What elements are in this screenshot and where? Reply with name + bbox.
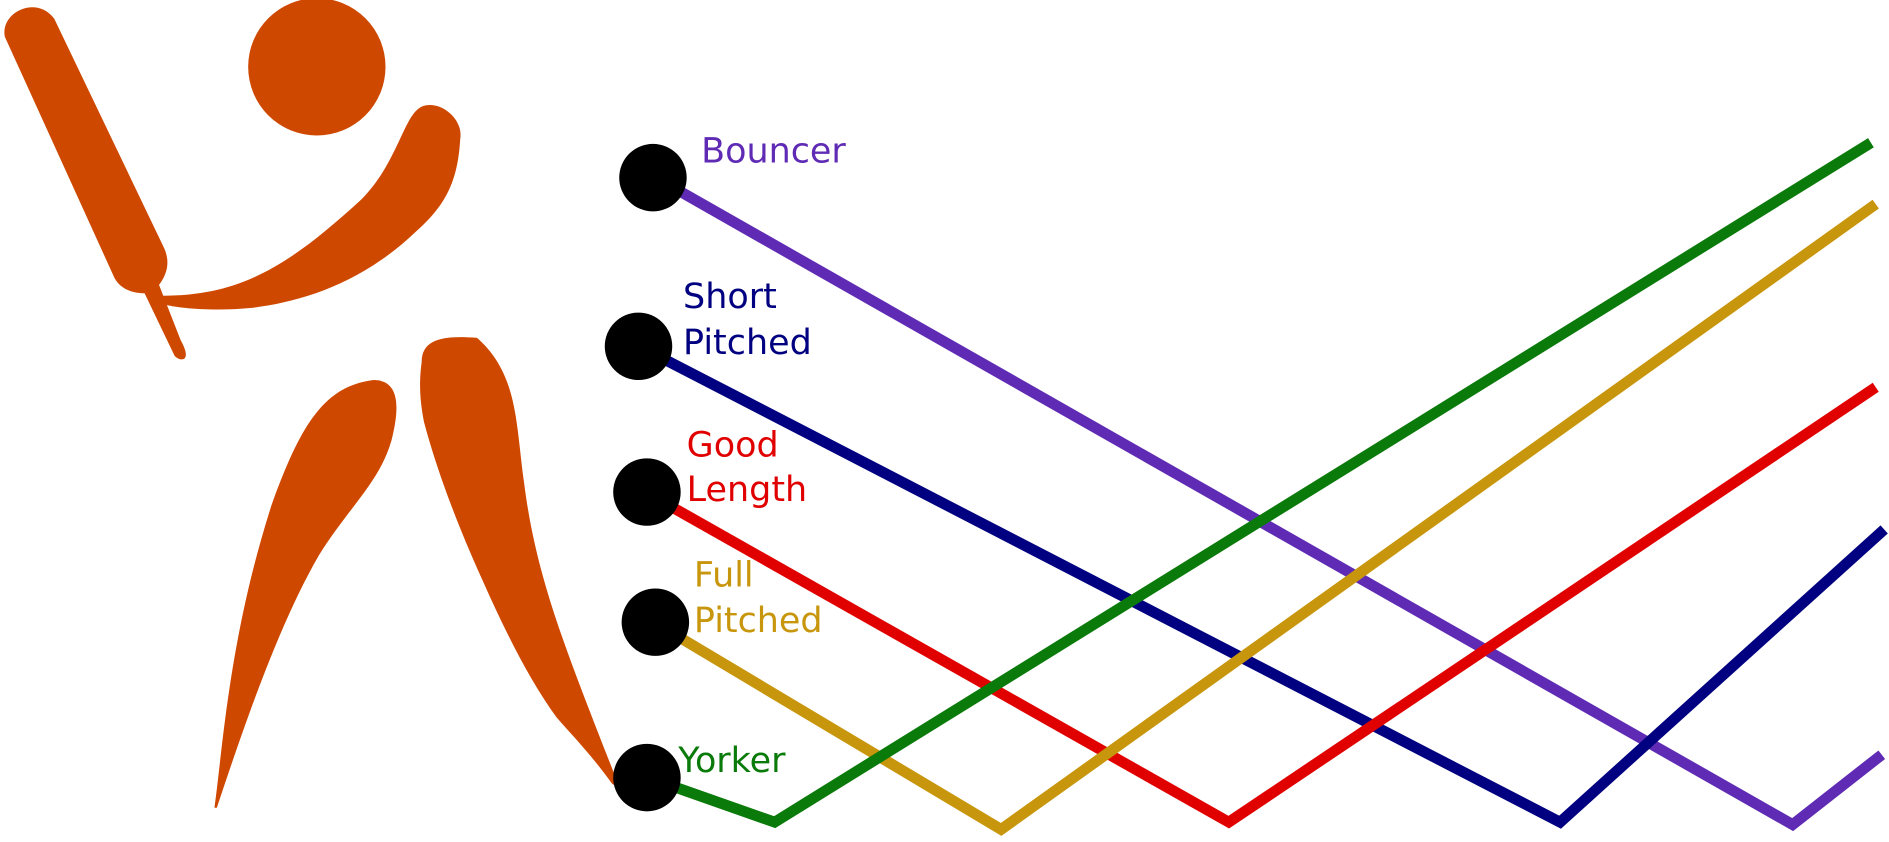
label: Full bbox=[694, 555, 754, 595]
label: Pitched bbox=[683, 323, 812, 363]
label: Short bbox=[683, 277, 777, 317]
head bbox=[248, 0, 386, 136]
ball bbox=[619, 143, 687, 212]
back-leg bbox=[214, 380, 397, 808]
short-pitched-line bbox=[657, 352, 1888, 829]
front-leg bbox=[420, 337, 621, 790]
arm bbox=[162, 105, 461, 310]
yorker-line bbox=[666, 138, 1874, 829]
label: Good bbox=[687, 425, 779, 465]
full-pitched-line bbox=[675, 199, 1879, 836]
label: Pitched bbox=[694, 601, 823, 641]
ball bbox=[613, 458, 681, 526]
bouncer-line bbox=[674, 184, 1886, 832]
ball bbox=[604, 312, 673, 381]
ball bbox=[621, 588, 690, 656]
label: Length bbox=[687, 470, 807, 510]
ball bbox=[613, 743, 681, 812]
bat bbox=[4, 7, 186, 360]
label: Bouncer bbox=[701, 131, 846, 171]
batsman-figure bbox=[4, 0, 621, 808]
balls bbox=[604, 143, 690, 812]
good-length-line bbox=[668, 382, 1879, 829]
label: Yorker bbox=[677, 741, 786, 781]
